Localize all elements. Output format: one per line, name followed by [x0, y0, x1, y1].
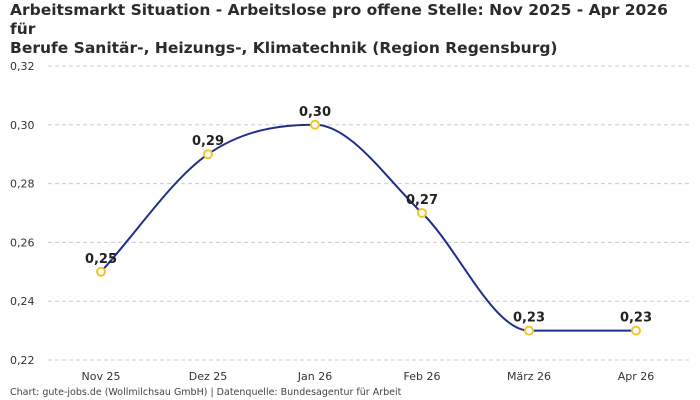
data-label: 0,23 — [620, 311, 652, 326]
chart-title: Arbeitsmarkt Situation - Arbeitslose pro… — [10, 1, 690, 58]
series-line — [100, 123, 636, 332]
chart-title-line-2: Berufe Sanitär-, Heizungs-, Klimatechnik… — [10, 39, 558, 57]
x-tick-label: Nov 25 — [82, 370, 121, 383]
y-tick-label: 0,24 — [10, 295, 35, 308]
x-tick-label: Jan 26 — [297, 370, 332, 383]
y-tick-label: 0,30 — [10, 119, 35, 132]
data-point — [310, 119, 320, 130]
x-tick-label: Feb 26 — [404, 370, 441, 383]
data-point — [96, 266, 106, 277]
data-label: 0,30 — [299, 105, 331, 120]
chart-footer: Chart: gute-jobs.de (Wollmilchsau GmbH) … — [10, 387, 402, 398]
x-tick-label: Apr 26 — [618, 370, 655, 383]
data-label: 0,29 — [192, 134, 224, 149]
data-label: 0,27 — [406, 193, 438, 208]
data-point — [417, 208, 427, 218]
data-point — [203, 149, 213, 160]
y-tick-label: 0,26 — [10, 236, 35, 249]
data-point — [631, 325, 641, 336]
x-tick-label: Dez 25 — [189, 370, 228, 383]
data-point — [524, 325, 534, 336]
chart-title-line-1: Arbeitsmarkt Situation - Arbeitslose pro… — [10, 1, 668, 38]
x-tick-label: März 26 — [507, 370, 551, 383]
y-tick-label: 0,28 — [10, 178, 35, 191]
data-label: 0,23 — [513, 311, 545, 326]
y-tick-label: 0,22 — [10, 354, 35, 367]
data-label: 0,25 — [85, 252, 117, 267]
y-tick-label: 0,32 — [10, 60, 35, 73]
